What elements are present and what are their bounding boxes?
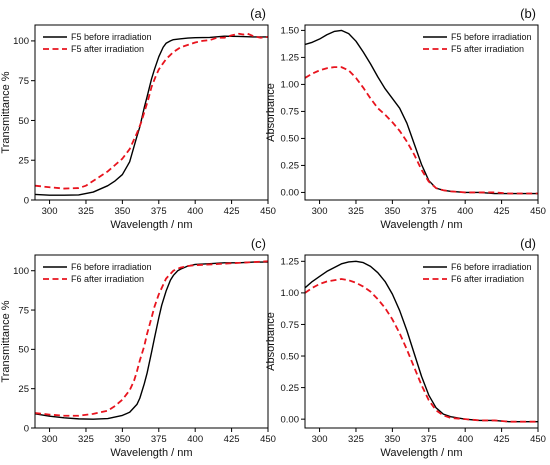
y-axis-title: Transmittance % — [0, 300, 12, 382]
legend-label: F5 before irradiation — [451, 32, 532, 42]
x-tick-label: 300 — [42, 434, 58, 445]
x-tick-label: 450 — [530, 434, 546, 445]
legend: F5 before irradiation F5 after irradiatio… — [423, 32, 532, 54]
x-tick-label: 425 — [494, 434, 510, 445]
y-tick-label: 1.50 — [281, 26, 300, 37]
legend: F6 before irradiation F6 after irradiatio… — [423, 262, 532, 284]
y-axis-title: Transmittance % — [0, 71, 12, 153]
legend-label: F6 before irradiation — [451, 262, 532, 272]
y-tick-label: 1.00 — [281, 80, 300, 91]
panel-d: 300 325 350 375 400 425 450 0.00 0.25 0.50 0.75 1.0… — [265, 236, 546, 459]
panel-letter: (c) — [251, 236, 266, 251]
y-tick-label: 1.00 — [281, 288, 300, 299]
y-tick-label: 0.75 — [281, 320, 300, 331]
series-line-before — [35, 35, 268, 196]
series-line-after — [305, 278, 538, 423]
series-line-after — [35, 32, 268, 190]
x-tick-label: 425 — [494, 206, 510, 217]
x-tick-label: 400 — [187, 206, 203, 217]
plot-frame — [304, 254, 539, 429]
x-tick-label: 375 — [151, 206, 167, 217]
y-tick-label: 0.25 — [281, 161, 300, 172]
y-tick-label: 0 — [24, 423, 29, 434]
x-tick-label: 450 — [260, 206, 276, 217]
y-tick-label: 50 — [18, 116, 29, 127]
y-tick-label: 25 — [18, 156, 29, 167]
legend-label: F5 after irradiation — [71, 44, 144, 54]
y-tick-label: 0.00 — [281, 188, 300, 199]
x-axis-title: Wavelength / nm — [110, 219, 192, 231]
y-tick-label: 0.50 — [281, 351, 300, 362]
x-tick-label: 350 — [384, 434, 400, 445]
series-line-after — [35, 260, 268, 417]
x-tick-label: 325 — [348, 434, 364, 445]
y-axis-title: Absorbance — [265, 83, 277, 142]
x-tick-label: 425 — [224, 206, 240, 217]
x-tick-label: 300 — [312, 206, 328, 217]
panel-letter: (d) — [520, 236, 536, 251]
legend-label: F6 after irradiation — [71, 274, 144, 284]
y-tick-label: 100 — [13, 266, 29, 277]
panel-letter: (a) — [250, 6, 266, 21]
panel-b: 300 325 350 375 400 425 450 0.00 0.25 0.50 0.75 1.0… — [265, 6, 546, 231]
x-tick-label: 400 — [187, 434, 203, 445]
x-tick-label: 325 — [78, 434, 94, 445]
y-tick-label: 25 — [18, 384, 29, 395]
y-tick-label: 0.75 — [281, 107, 300, 118]
x-tick-label: 375 — [421, 206, 437, 217]
x-tick-label: 300 — [42, 206, 58, 217]
x-axis-title: Wavelength / nm — [380, 219, 462, 231]
panel-a: 300 325 350 375 400 425 450 0 25 50 75 100 Wavelengt… — [0, 6, 276, 231]
x-tick-label: 375 — [421, 434, 437, 445]
x-tick-label: 300 — [312, 434, 328, 445]
legend: F6 before irradiation F6 after irradiatio… — [43, 262, 152, 284]
y-tick-label: 100 — [13, 36, 29, 47]
x-axis-title: Wavelength / nm — [380, 447, 462, 459]
x-tick-label: 375 — [151, 434, 167, 445]
y-tick-label: 0.25 — [281, 383, 300, 394]
x-tick-label: 325 — [78, 206, 94, 217]
plot-frame — [34, 24, 269, 201]
y-tick-label: 75 — [18, 305, 29, 316]
y-tick-label: 0 — [24, 195, 29, 206]
panel-letter: (b) — [520, 6, 536, 21]
series-line-after — [305, 66, 538, 195]
legend-label: F6 before irradiation — [71, 262, 152, 272]
legend: F5 before irradiation F5 after irradiatio… — [43, 32, 152, 54]
legend-label: F5 before irradiation — [71, 32, 152, 42]
x-tick-label: 350 — [114, 206, 130, 217]
x-tick-label: 450 — [260, 434, 276, 445]
y-tick-label: 75 — [18, 76, 29, 87]
panel-c: 300 325 350 375 400 425 450 0 25 50 75 100 Wavelengt… — [0, 236, 276, 459]
x-tick-label: 450 — [530, 206, 546, 217]
x-axis-title: Wavelength / nm — [110, 447, 192, 459]
series-line-before — [35, 261, 268, 420]
plot-frame — [34, 254, 269, 429]
y-tick-label: 0.00 — [281, 414, 300, 425]
legend-label: F6 after irradiation — [451, 274, 524, 284]
series-line-before — [305, 29, 538, 195]
x-tick-label: 400 — [457, 206, 473, 217]
y-tick-label: 1.25 — [281, 53, 300, 64]
plot-frame — [304, 24, 539, 201]
y-tick-label: 1.25 — [281, 257, 300, 268]
x-tick-label: 400 — [457, 434, 473, 445]
series-line-before — [305, 260, 538, 423]
x-tick-label: 425 — [224, 434, 240, 445]
x-tick-label: 350 — [384, 206, 400, 217]
x-tick-label: 350 — [114, 434, 130, 445]
legend-label: F5 after irradiation — [451, 44, 524, 54]
y-axis-title: Absorbance — [265, 312, 277, 371]
y-tick-label: 0.50 — [281, 134, 300, 145]
y-tick-label: 50 — [18, 345, 29, 356]
x-tick-label: 325 — [348, 206, 364, 217]
